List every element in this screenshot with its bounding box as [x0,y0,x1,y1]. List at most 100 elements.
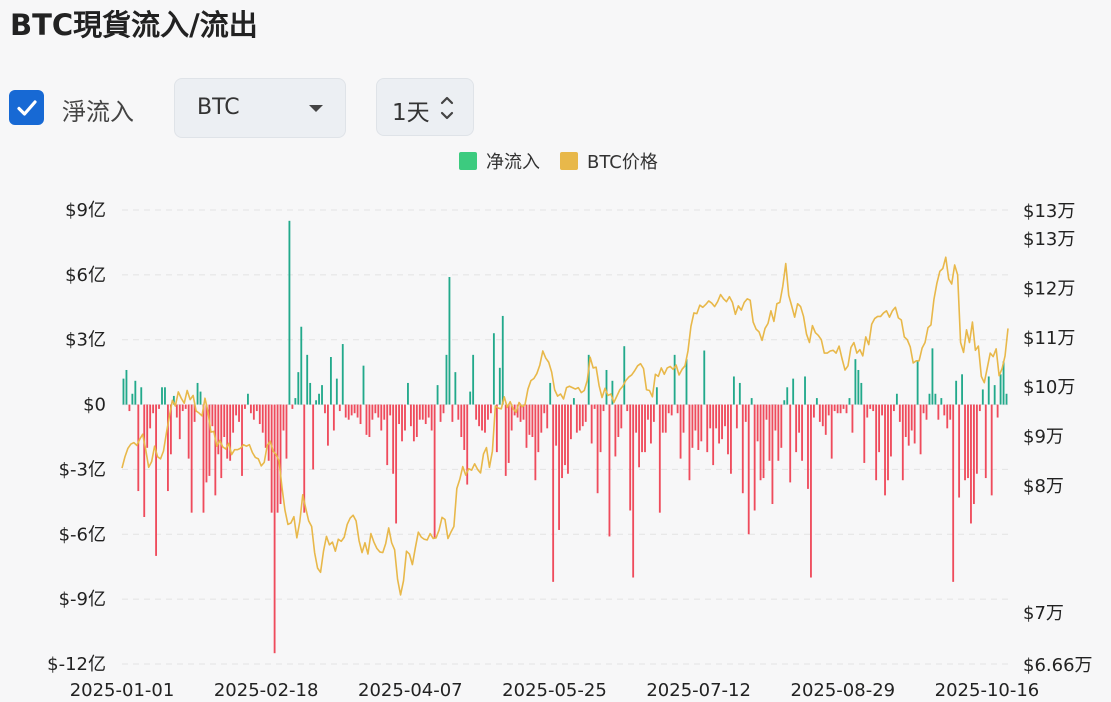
y-right-tick-label: $13万 [1023,201,1075,222]
outflow-bar [679,404,682,459]
outflow-bar [377,404,380,418]
outflow-bar [528,404,531,435]
outflow-bar [466,404,469,485]
outflow-bar [958,404,961,498]
outflow-bar [913,404,916,444]
outflow-bar [229,404,232,461]
outflow-bar [374,404,377,414]
outflow-bar [409,404,412,427]
outflow-bar [721,404,723,440]
outflow-bar [525,404,528,448]
inflow-bar [732,376,735,405]
inflow-bar [300,326,303,405]
inflow-bar [294,398,297,405]
outflow-bar [187,404,190,459]
outflow-bar [718,404,721,444]
outflow-bar [670,404,673,416]
inflow-bar [134,380,137,405]
outflow-bar [925,404,928,420]
outflow-bar [487,404,489,420]
outflow-bar [919,404,922,455]
y-right-tick-label: $10万 [1023,377,1075,398]
inflow-bar [448,277,451,405]
outflow-bar [907,404,910,446]
legend-swatch-btc-price [560,152,578,170]
outflow-bar [421,404,424,420]
outflow-bar [697,404,700,450]
outflow-bar [990,404,993,496]
inflow-bar [750,398,753,405]
interval-select[interactable]: 1天 [376,78,474,136]
y-left-tick-label: $3亿 [65,330,106,351]
outflow-bar [380,404,383,431]
outflow-bar [128,404,131,412]
outflow-bar [608,404,611,537]
y-left-tick-label: $-12亿 [47,654,106,675]
legend-item-btc-price[interactable]: BTC价格 [560,148,658,174]
legend-label-net-flow: 净流入 [486,152,540,173]
outflow-bar [647,404,649,420]
inflow-bar [961,374,963,405]
outflow-bar [842,404,845,409]
inflow-bar [981,389,984,405]
outflow-bar [312,404,315,470]
net-flow-checkbox[interactable] [9,90,44,125]
outflow-bar [531,404,534,437]
outflow-bar [682,404,685,433]
inflow-bar [362,365,365,405]
outflow-bar [344,404,347,418]
inflow-bar [297,372,300,405]
y-left-tick-label: $6亿 [65,265,106,286]
inflow-bar [445,354,448,405]
inflow-bar [940,398,943,405]
outflow-bar [798,404,801,433]
inflow-bar [498,367,501,405]
inflow-bar [318,393,320,405]
outflow-bar [418,404,421,420]
legend-item-net-flow[interactable]: 净流入 [459,148,540,174]
outflow-bar [169,404,172,455]
outflow-bar [510,404,513,431]
outflow-bar [741,404,744,494]
asset-select[interactable]: BTC [174,78,346,138]
outflow-bar [495,404,498,453]
y-right-tick-label: $7万 [1023,603,1064,624]
outflow-bar [833,404,836,412]
outflow-bar [155,404,157,556]
outflow-bar [137,404,140,492]
outflow-bar [652,404,655,422]
outflow-bar [546,404,549,429]
legend-label-btc-price: BTC价格 [587,152,658,173]
outflow-bar [152,404,155,414]
inflow-bar [987,376,990,405]
inflow-bar [122,378,125,405]
page-title: BTC現貨流入/流出 [10,8,258,42]
inflow-bar [955,380,958,405]
outflow-bar [827,404,830,416]
outflow-bar [264,404,267,448]
outflow-bar [273,404,276,654]
outflow-bar [898,404,901,422]
outflow-bar [558,404,560,530]
outflow-bar [967,404,969,479]
outflow-bar [442,404,445,414]
outflow-bar [383,404,386,420]
inflow-bar [549,382,552,405]
outflow-bar [664,404,667,433]
net-flow-label[interactable]: 淨流入 [62,98,134,126]
inflow-bar [786,387,789,405]
outflow-bar [807,404,809,489]
outflow-bar [175,404,178,418]
outflow-bar [762,404,765,479]
outflow-bar [691,404,694,448]
inflow-bar [196,382,199,405]
outflow-bar [821,404,824,427]
outflow-bar [890,404,892,457]
outflow-bar [922,404,925,414]
outflow-bar [389,404,392,416]
outflow-bar [884,404,886,496]
outflow-bar [232,404,235,433]
outflow-bar [226,404,229,459]
inflow-bar [857,369,860,405]
inflow-bar [854,359,857,405]
